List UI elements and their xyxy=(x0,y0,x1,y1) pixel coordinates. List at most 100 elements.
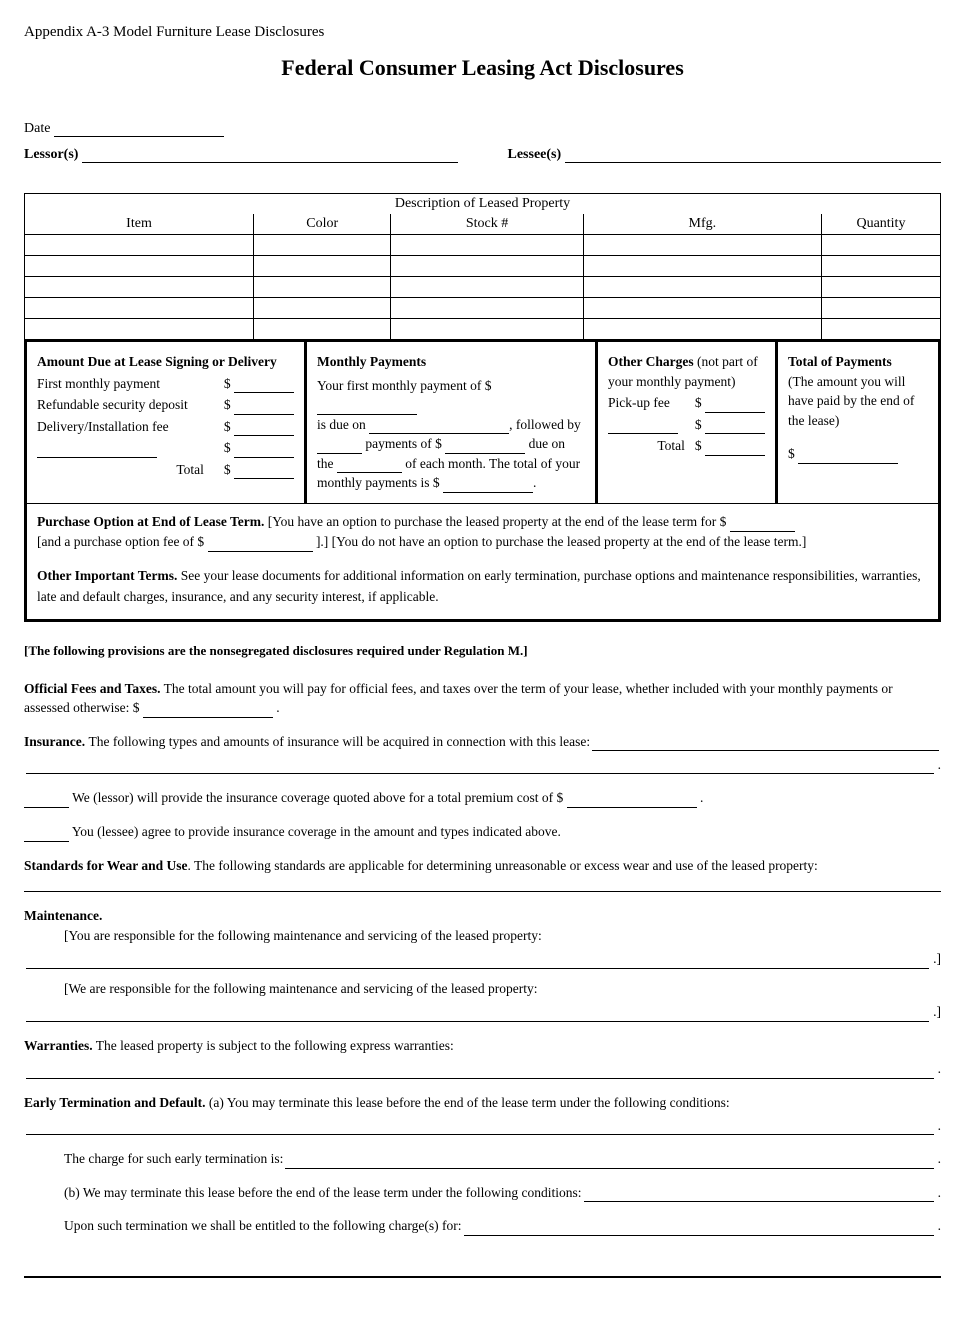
lessee-check-field[interactable] xyxy=(24,827,69,842)
property-table-title: Description of Leased Property xyxy=(25,194,941,215)
property-table-cell[interactable] xyxy=(25,298,254,319)
due-day-field[interactable] xyxy=(337,458,402,473)
purchase-fee-field[interactable] xyxy=(208,537,313,552)
property-table-cell[interactable] xyxy=(583,298,821,319)
pickup-fee-field[interactable] xyxy=(705,398,765,413)
termination-b-text: (b) We may terminate this lease before t… xyxy=(64,1183,582,1203)
amount-due-total-label: Total xyxy=(37,460,224,480)
payment-amount-field[interactable] xyxy=(445,439,525,454)
property-table-cell[interactable] xyxy=(391,235,583,256)
amount-due-total-field[interactable] xyxy=(234,464,294,479)
fees-period: . xyxy=(276,700,279,715)
maintenance-we-field[interactable] xyxy=(26,1007,929,1022)
num-payments-field[interactable] xyxy=(317,439,362,454)
maintenance-you-text: [You are responsible for the following m… xyxy=(64,926,941,946)
property-table: Description of Leased Property ItemColor… xyxy=(24,193,941,340)
property-table-cell[interactable] xyxy=(583,256,821,277)
property-table-cell[interactable] xyxy=(25,256,254,277)
warranties-text: The leased property is subject to the fo… xyxy=(96,1038,454,1053)
property-table-cell[interactable] xyxy=(391,298,583,319)
first-monthly-amount-field[interactable] xyxy=(317,400,417,415)
property-table-cell[interactable] xyxy=(391,277,583,298)
property-table-cell[interactable] xyxy=(821,256,940,277)
appendix-label: Appendix A-3 Model Furniture Lease Discl… xyxy=(24,24,941,41)
insurance-field-1[interactable] xyxy=(592,736,939,751)
termination-upon-field[interactable] xyxy=(464,1221,934,1236)
first-due-date-field[interactable] xyxy=(369,419,509,434)
warranties-field[interactable] xyxy=(26,1064,934,1079)
monthly-t5: due on xyxy=(529,436,565,451)
property-table-cell[interactable] xyxy=(254,256,391,277)
termination-upon-text: Upon such termination we shall be entitl… xyxy=(64,1216,462,1236)
insurance-field-2[interactable] xyxy=(26,759,934,774)
insurance-para: Insurance. The following types and amoun… xyxy=(24,732,941,842)
amount-due-row-label: First monthly payment xyxy=(37,374,160,394)
property-table-cell[interactable] xyxy=(583,319,821,340)
property-table-cell[interactable] xyxy=(25,277,254,298)
date-row: Date xyxy=(24,121,941,137)
date-label: Date xyxy=(24,121,50,137)
other-charge-field[interactable] xyxy=(705,419,765,434)
maintenance-head: Maintenance. xyxy=(24,906,941,926)
first-payment-field[interactable] xyxy=(234,378,294,393)
wear-field[interactable] xyxy=(24,877,941,892)
amount-due-row-label: Refundable security deposit xyxy=(37,395,188,415)
purchase-option-head: Purchase Option at End of Lease Term. xyxy=(37,514,264,529)
nonsegregated-section: [The following provisions are the nonseg… xyxy=(24,642,941,1236)
property-table-header: Stock # xyxy=(391,214,583,235)
property-table-cell[interactable] xyxy=(821,235,940,256)
other-charge-label-field[interactable] xyxy=(608,419,678,434)
property-table-header: Mfg. xyxy=(583,214,821,235)
total-payments-cell: Total of Payments (The amount you will h… xyxy=(778,342,938,503)
monthly-t8: monthly payments is $ xyxy=(317,475,440,490)
maintenance-we-text: [We are responsible for the following ma… xyxy=(64,979,941,999)
property-table-cell[interactable] xyxy=(25,319,254,340)
nonseg-note: [The following provisions are the nonseg… xyxy=(24,642,941,661)
property-table-cell[interactable] xyxy=(821,319,940,340)
lessor-check-field[interactable] xyxy=(24,793,69,808)
property-table-cell[interactable] xyxy=(821,277,940,298)
termination-a-text: (a) You may terminate this lease before … xyxy=(209,1095,730,1110)
delivery-fee-field[interactable] xyxy=(234,421,294,436)
table-row xyxy=(25,256,941,277)
amount-due-head: Amount Due at Lease Signing or Delivery xyxy=(37,352,294,372)
property-table-cell[interactable] xyxy=(821,298,940,319)
monthly-t2: is due on xyxy=(317,417,366,432)
property-table-cell[interactable] xyxy=(254,235,391,256)
property-table-cell[interactable] xyxy=(254,277,391,298)
property-table-cell[interactable] xyxy=(25,235,254,256)
property-table-cell[interactable] xyxy=(391,319,583,340)
termination-a-field[interactable] xyxy=(26,1120,934,1135)
property-table-cell[interactable] xyxy=(254,298,391,319)
monthly-total-field[interactable] xyxy=(443,478,533,493)
table-row xyxy=(25,235,941,256)
property-table-cell[interactable] xyxy=(254,319,391,340)
property-table-cell[interactable] xyxy=(391,256,583,277)
insurance-head: Insurance. xyxy=(24,732,85,752)
property-table-cell[interactable] xyxy=(583,277,821,298)
other-due-field[interactable] xyxy=(234,443,294,458)
property-table-header: Item xyxy=(25,214,254,235)
date-field[interactable] xyxy=(54,122,224,137)
termination-head: Early Termination and Default. xyxy=(24,1095,206,1110)
table-row xyxy=(25,319,941,340)
other-charges-total-field[interactable] xyxy=(705,441,765,456)
lessee-field[interactable] xyxy=(565,148,941,163)
property-table-cell[interactable] xyxy=(583,235,821,256)
amount-due-row-label: Delivery/Installation fee xyxy=(37,417,169,437)
fees-amount-field[interactable] xyxy=(143,703,273,718)
warranties-para: Warranties. The leased property is subje… xyxy=(24,1036,941,1079)
lessor-field[interactable] xyxy=(82,148,457,163)
termination-b-field[interactable] xyxy=(584,1187,934,1202)
total-payments-field[interactable] xyxy=(798,449,898,464)
lessee-label: Lessee(s) xyxy=(508,147,562,163)
maintenance-you-field[interactable] xyxy=(26,954,929,969)
premium-cost-field[interactable] xyxy=(567,793,697,808)
wear-text: . The following standards are applicable… xyxy=(188,858,818,873)
termination-charge-field[interactable] xyxy=(285,1154,933,1169)
monthly-head: Monthly Payments xyxy=(317,352,585,372)
maintenance-para: Maintenance. [You are responsible for th… xyxy=(24,906,941,1022)
other-due-label-field[interactable] xyxy=(37,443,157,458)
purchase-price-field[interactable] xyxy=(730,517,795,532)
security-deposit-field[interactable] xyxy=(234,400,294,415)
